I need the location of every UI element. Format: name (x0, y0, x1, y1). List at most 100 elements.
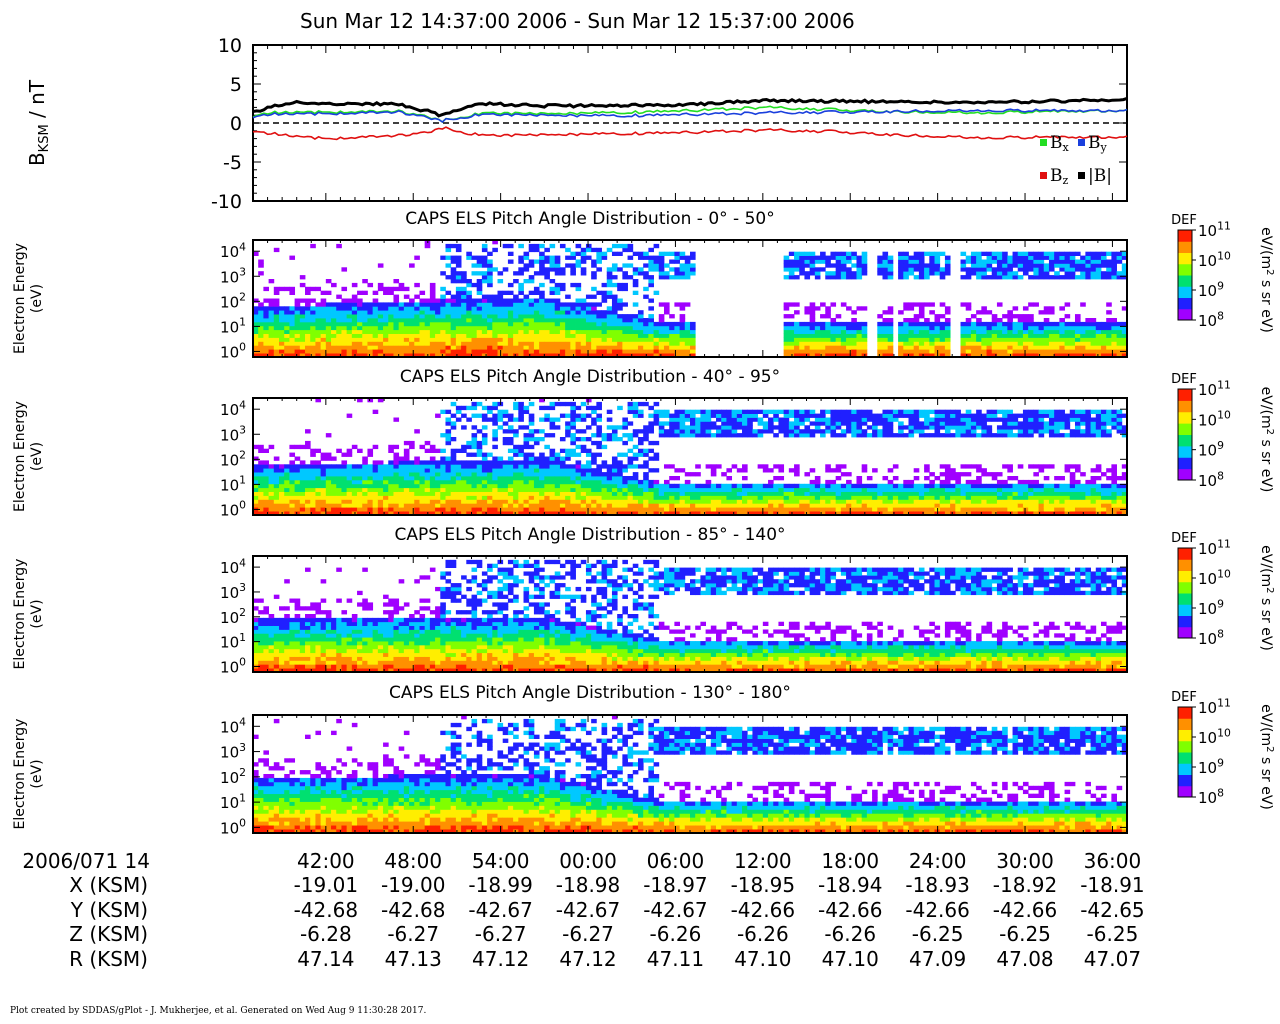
spectrogram-cell (533, 271, 540, 276)
spectrogram-cell (346, 483, 353, 489)
spectrogram-cell (336, 333, 342, 338)
spectrogram-cell (716, 503, 722, 508)
spectrogram-cell (341, 267, 348, 272)
spectrogram-cell (1028, 353, 1034, 358)
spectrogram-cell (466, 279, 472, 284)
spectrogram-cell (1017, 329, 1024, 334)
spectrogram-cell (1059, 325, 1065, 331)
spectrogram-cell (840, 275, 847, 280)
spectrogram-cell (617, 321, 623, 327)
spectrogram-cell (455, 345, 462, 350)
spectrogram-cell (861, 325, 868, 331)
spectrogram-cell (357, 310, 363, 315)
spectrogram-cell (513, 495, 519, 500)
spectrogram-cell (996, 318, 1003, 323)
spectrogram-cell (970, 325, 977, 331)
spectrogram-cell (533, 329, 540, 334)
spectrogram-cell (809, 507, 816, 512)
spectrogram-cell (570, 302, 576, 307)
spectrogram-cell (533, 353, 540, 358)
spectrogram-cell (643, 275, 649, 280)
spectrogram-cell (611, 476, 618, 481)
spectrogram-cell (1033, 353, 1039, 358)
spectrogram-cell (299, 464, 306, 469)
spectrogram-cell (476, 448, 483, 453)
spectrogram-cell (773, 409, 779, 414)
spectrogram-cell (502, 267, 509, 272)
spectrogram-cell (310, 511, 316, 516)
spectrogram-cell (976, 333, 982, 338)
spectrogram-cell (648, 405, 654, 411)
spectrogram-cell (559, 302, 566, 307)
spectrogram-cell (554, 349, 561, 354)
spectrogram-cell (814, 413, 821, 418)
spectrogram-cell (258, 472, 264, 477)
spectrogram-cell (768, 429, 774, 434)
spectrogram-cell (580, 349, 587, 354)
spectrogram-cell (632, 341, 639, 346)
spectrogram-cell (585, 472, 592, 477)
spectrogram-cell (455, 507, 462, 512)
spectrogram-cell (768, 468, 774, 473)
spectrogram-cell (492, 337, 498, 342)
spectrogram-cell (299, 329, 306, 334)
spectrogram-cell (840, 409, 847, 414)
spectrogram-cell (887, 329, 894, 334)
spectrogram-cell (305, 468, 311, 473)
spectrogram-cell (549, 306, 556, 311)
spectrogram-cell (549, 286, 556, 292)
spectrogram-cell (757, 464, 764, 469)
spectrogram-cell (310, 310, 316, 315)
spectrogram-cell (674, 302, 680, 307)
spectrogram-cell (435, 321, 441, 327)
spectrogram-cell (388, 495, 394, 500)
spectrogram-cell (679, 302, 686, 307)
spectrogram-cell (513, 464, 519, 469)
spectrogram-cell (383, 483, 389, 489)
spectrogram-cell (882, 259, 889, 264)
spectrogram-cell (809, 337, 816, 342)
spectrogram-cell (1059, 333, 1065, 338)
spectrogram-cell (856, 263, 863, 268)
spectrogram-cell (611, 495, 618, 500)
spectrogram-cell (320, 345, 327, 350)
spectrogram-cell (414, 476, 420, 481)
spectrogram-cell (336, 341, 342, 346)
spectrogram-cell (518, 472, 524, 477)
spectrogram-cell (939, 325, 946, 331)
spectrogram-cell (299, 495, 306, 500)
spectrogram-cell (970, 349, 977, 354)
spectrogram-cell (1017, 259, 1024, 264)
spectrogram-cell (1059, 345, 1065, 350)
spectrogram-cell (1095, 263, 1102, 268)
spectrogram-cell (305, 349, 311, 354)
spectrogram-cell (565, 345, 571, 350)
spectrogram-cell (1017, 267, 1024, 272)
spectrogram-cell (383, 511, 389, 516)
spectrogram-cell (476, 495, 483, 500)
spectrogram-cell (325, 353, 332, 358)
spectrogram-cell (388, 353, 394, 358)
spectrogram-cell (403, 310, 410, 315)
spectrogram-cell (690, 267, 696, 272)
spectrogram-cell (403, 337, 410, 342)
spectrogram-cell (476, 321, 483, 327)
spectrogram-cell (549, 499, 556, 504)
spectrogram-cell (502, 495, 509, 500)
legend-swatch-btot (1078, 172, 1085, 179)
spectrogram-cell (263, 476, 269, 481)
spectrogram-cell (835, 417, 842, 422)
spectrogram-cell (627, 333, 634, 338)
spectrogram-cell (325, 464, 332, 469)
spectrogram-cell (450, 298, 457, 303)
spectrogram-cell (658, 267, 665, 272)
spectrogram-cell (544, 483, 550, 489)
spectrogram-cell (679, 421, 686, 426)
spectrogram-cell (1059, 329, 1065, 334)
spectrogram-cell (809, 255, 816, 260)
spectrogram-cell (320, 298, 327, 303)
spectrogram-cell (357, 298, 363, 303)
spectrogram-cell (887, 491, 894, 496)
spectrogram-cell (320, 302, 327, 307)
spectrogram-cell (679, 495, 686, 500)
